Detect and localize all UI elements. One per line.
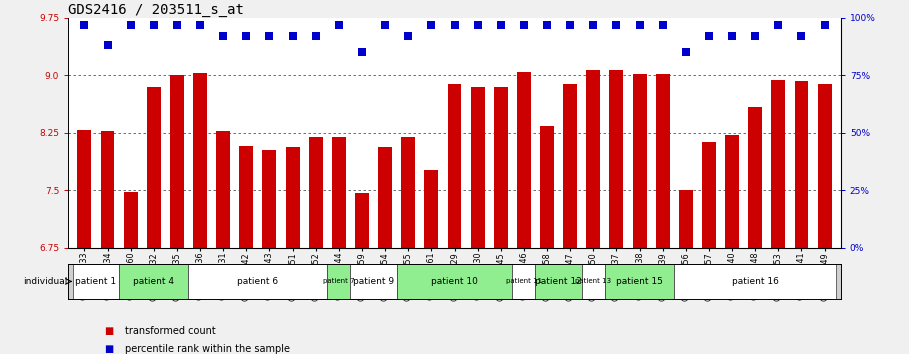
Point xyxy=(817,22,832,28)
Point xyxy=(702,33,716,39)
Text: percentile rank within the sample: percentile rank within the sample xyxy=(125,344,290,354)
Point xyxy=(146,22,161,28)
Bar xyxy=(513,264,535,299)
Bar xyxy=(77,131,91,248)
Point xyxy=(447,22,462,28)
Bar xyxy=(170,75,184,248)
Point xyxy=(771,22,785,28)
Bar xyxy=(263,150,276,248)
Bar xyxy=(147,87,161,248)
Bar xyxy=(396,264,513,299)
Bar xyxy=(350,264,396,299)
Bar xyxy=(101,131,115,248)
Bar xyxy=(285,147,299,248)
Bar xyxy=(604,264,674,299)
Point xyxy=(586,22,601,28)
Text: patient 12: patient 12 xyxy=(535,277,582,286)
Point xyxy=(516,22,531,28)
Point xyxy=(401,33,415,39)
Bar xyxy=(447,84,462,248)
Bar xyxy=(582,264,604,299)
Bar xyxy=(378,147,392,248)
Point xyxy=(216,33,231,39)
Text: patient 4: patient 4 xyxy=(134,277,175,286)
Point xyxy=(470,22,484,28)
Bar xyxy=(748,108,762,248)
Text: patient 11: patient 11 xyxy=(505,279,542,284)
Text: patient 6: patient 6 xyxy=(237,277,278,286)
Bar xyxy=(188,264,327,299)
Point xyxy=(77,22,92,28)
Bar xyxy=(586,70,600,248)
Bar xyxy=(679,190,693,248)
Point xyxy=(748,33,763,39)
Point xyxy=(308,33,323,39)
Bar xyxy=(355,193,369,248)
Point xyxy=(609,22,624,28)
Point xyxy=(285,33,300,39)
Point xyxy=(724,33,739,39)
Bar xyxy=(332,137,345,248)
Text: GDS2416 / 203511_s_at: GDS2416 / 203511_s_at xyxy=(68,3,244,17)
Point xyxy=(794,33,809,39)
Bar xyxy=(73,264,119,299)
Bar xyxy=(633,74,646,248)
Bar xyxy=(425,170,438,248)
Text: patient 13: patient 13 xyxy=(575,279,612,284)
Text: patient 16: patient 16 xyxy=(732,277,779,286)
Point xyxy=(332,22,346,28)
Point xyxy=(540,22,554,28)
Bar xyxy=(401,137,415,248)
Bar xyxy=(794,81,808,248)
Bar xyxy=(309,137,323,248)
Point xyxy=(262,33,276,39)
Bar xyxy=(564,84,577,248)
Text: ■: ■ xyxy=(105,344,114,354)
Bar xyxy=(702,142,716,248)
Bar xyxy=(674,264,836,299)
Text: patient 15: patient 15 xyxy=(616,277,663,286)
Bar xyxy=(725,135,739,248)
Point xyxy=(425,22,439,28)
Point xyxy=(563,22,577,28)
Point xyxy=(378,22,393,28)
Bar xyxy=(818,84,832,248)
Point xyxy=(678,49,693,55)
Text: transformed count: transformed count xyxy=(125,326,215,336)
Bar xyxy=(216,131,230,248)
Bar xyxy=(124,192,137,248)
Bar xyxy=(494,87,508,248)
Bar xyxy=(655,74,670,248)
Text: patient 10: patient 10 xyxy=(431,277,478,286)
Text: individual: individual xyxy=(24,277,67,286)
Point xyxy=(355,49,369,55)
Bar xyxy=(772,80,785,248)
Bar xyxy=(517,72,531,248)
Text: ■: ■ xyxy=(105,326,114,336)
Bar xyxy=(327,264,350,299)
Text: patient 1: patient 1 xyxy=(75,277,116,286)
Bar xyxy=(193,73,207,248)
Point xyxy=(124,22,138,28)
Point xyxy=(193,22,207,28)
Bar xyxy=(239,146,254,248)
Point xyxy=(494,22,508,28)
Point xyxy=(170,22,185,28)
Bar xyxy=(535,264,582,299)
Bar xyxy=(471,87,484,248)
Point xyxy=(633,22,647,28)
Bar xyxy=(540,126,554,248)
Point xyxy=(655,22,670,28)
Point xyxy=(100,42,115,48)
Text: patient 7: patient 7 xyxy=(323,279,355,284)
Bar xyxy=(610,70,624,248)
Point xyxy=(239,33,254,39)
Text: patient 9: patient 9 xyxy=(353,277,395,286)
Bar xyxy=(119,264,188,299)
